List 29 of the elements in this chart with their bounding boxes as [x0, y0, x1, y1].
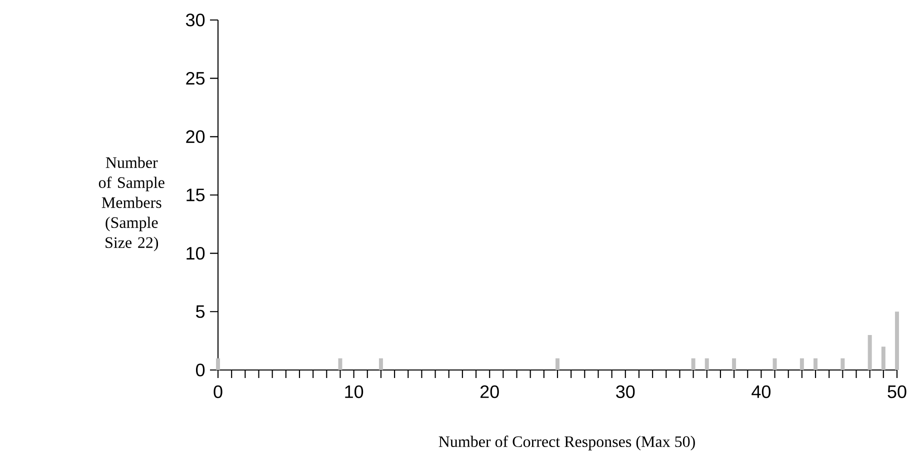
y-tick-label: 0	[196, 364, 205, 376]
y-tick-label: 15	[186, 188, 205, 202]
bar	[840, 358, 845, 370]
bar	[216, 358, 220, 370]
y-tick-label: 30	[186, 14, 205, 26]
x-axis-title: Number of Correct Responses (Max 50)	[438, 436, 695, 450]
y-tick-label: 5	[196, 305, 205, 318]
y-tick-label: 25	[186, 72, 205, 85]
x-tick-label: 20	[480, 385, 499, 398]
bar	[894, 312, 899, 370]
bar	[338, 358, 342, 370]
bar	[881, 346, 886, 370]
x-tick-label: 0	[214, 385, 222, 398]
bar	[732, 358, 736, 370]
y-tick-label: 20	[186, 130, 205, 144]
bar	[556, 358, 560, 370]
x-tick-label: 40	[752, 385, 770, 398]
bar	[814, 358, 818, 370]
x-tick-label: 10	[345, 385, 364, 398]
x-tick-label: 50	[888, 385, 906, 398]
y-tick-label: 10	[186, 246, 205, 260]
bar	[772, 358, 777, 370]
y-axis-title: Number of Sample Members (Sample Size 22)	[98, 156, 164, 252]
bar	[704, 358, 709, 370]
bar	[378, 358, 383, 370]
bar	[800, 358, 804, 370]
x-tick-label: 30	[616, 385, 635, 398]
bar	[691, 358, 696, 370]
bar	[868, 334, 872, 370]
